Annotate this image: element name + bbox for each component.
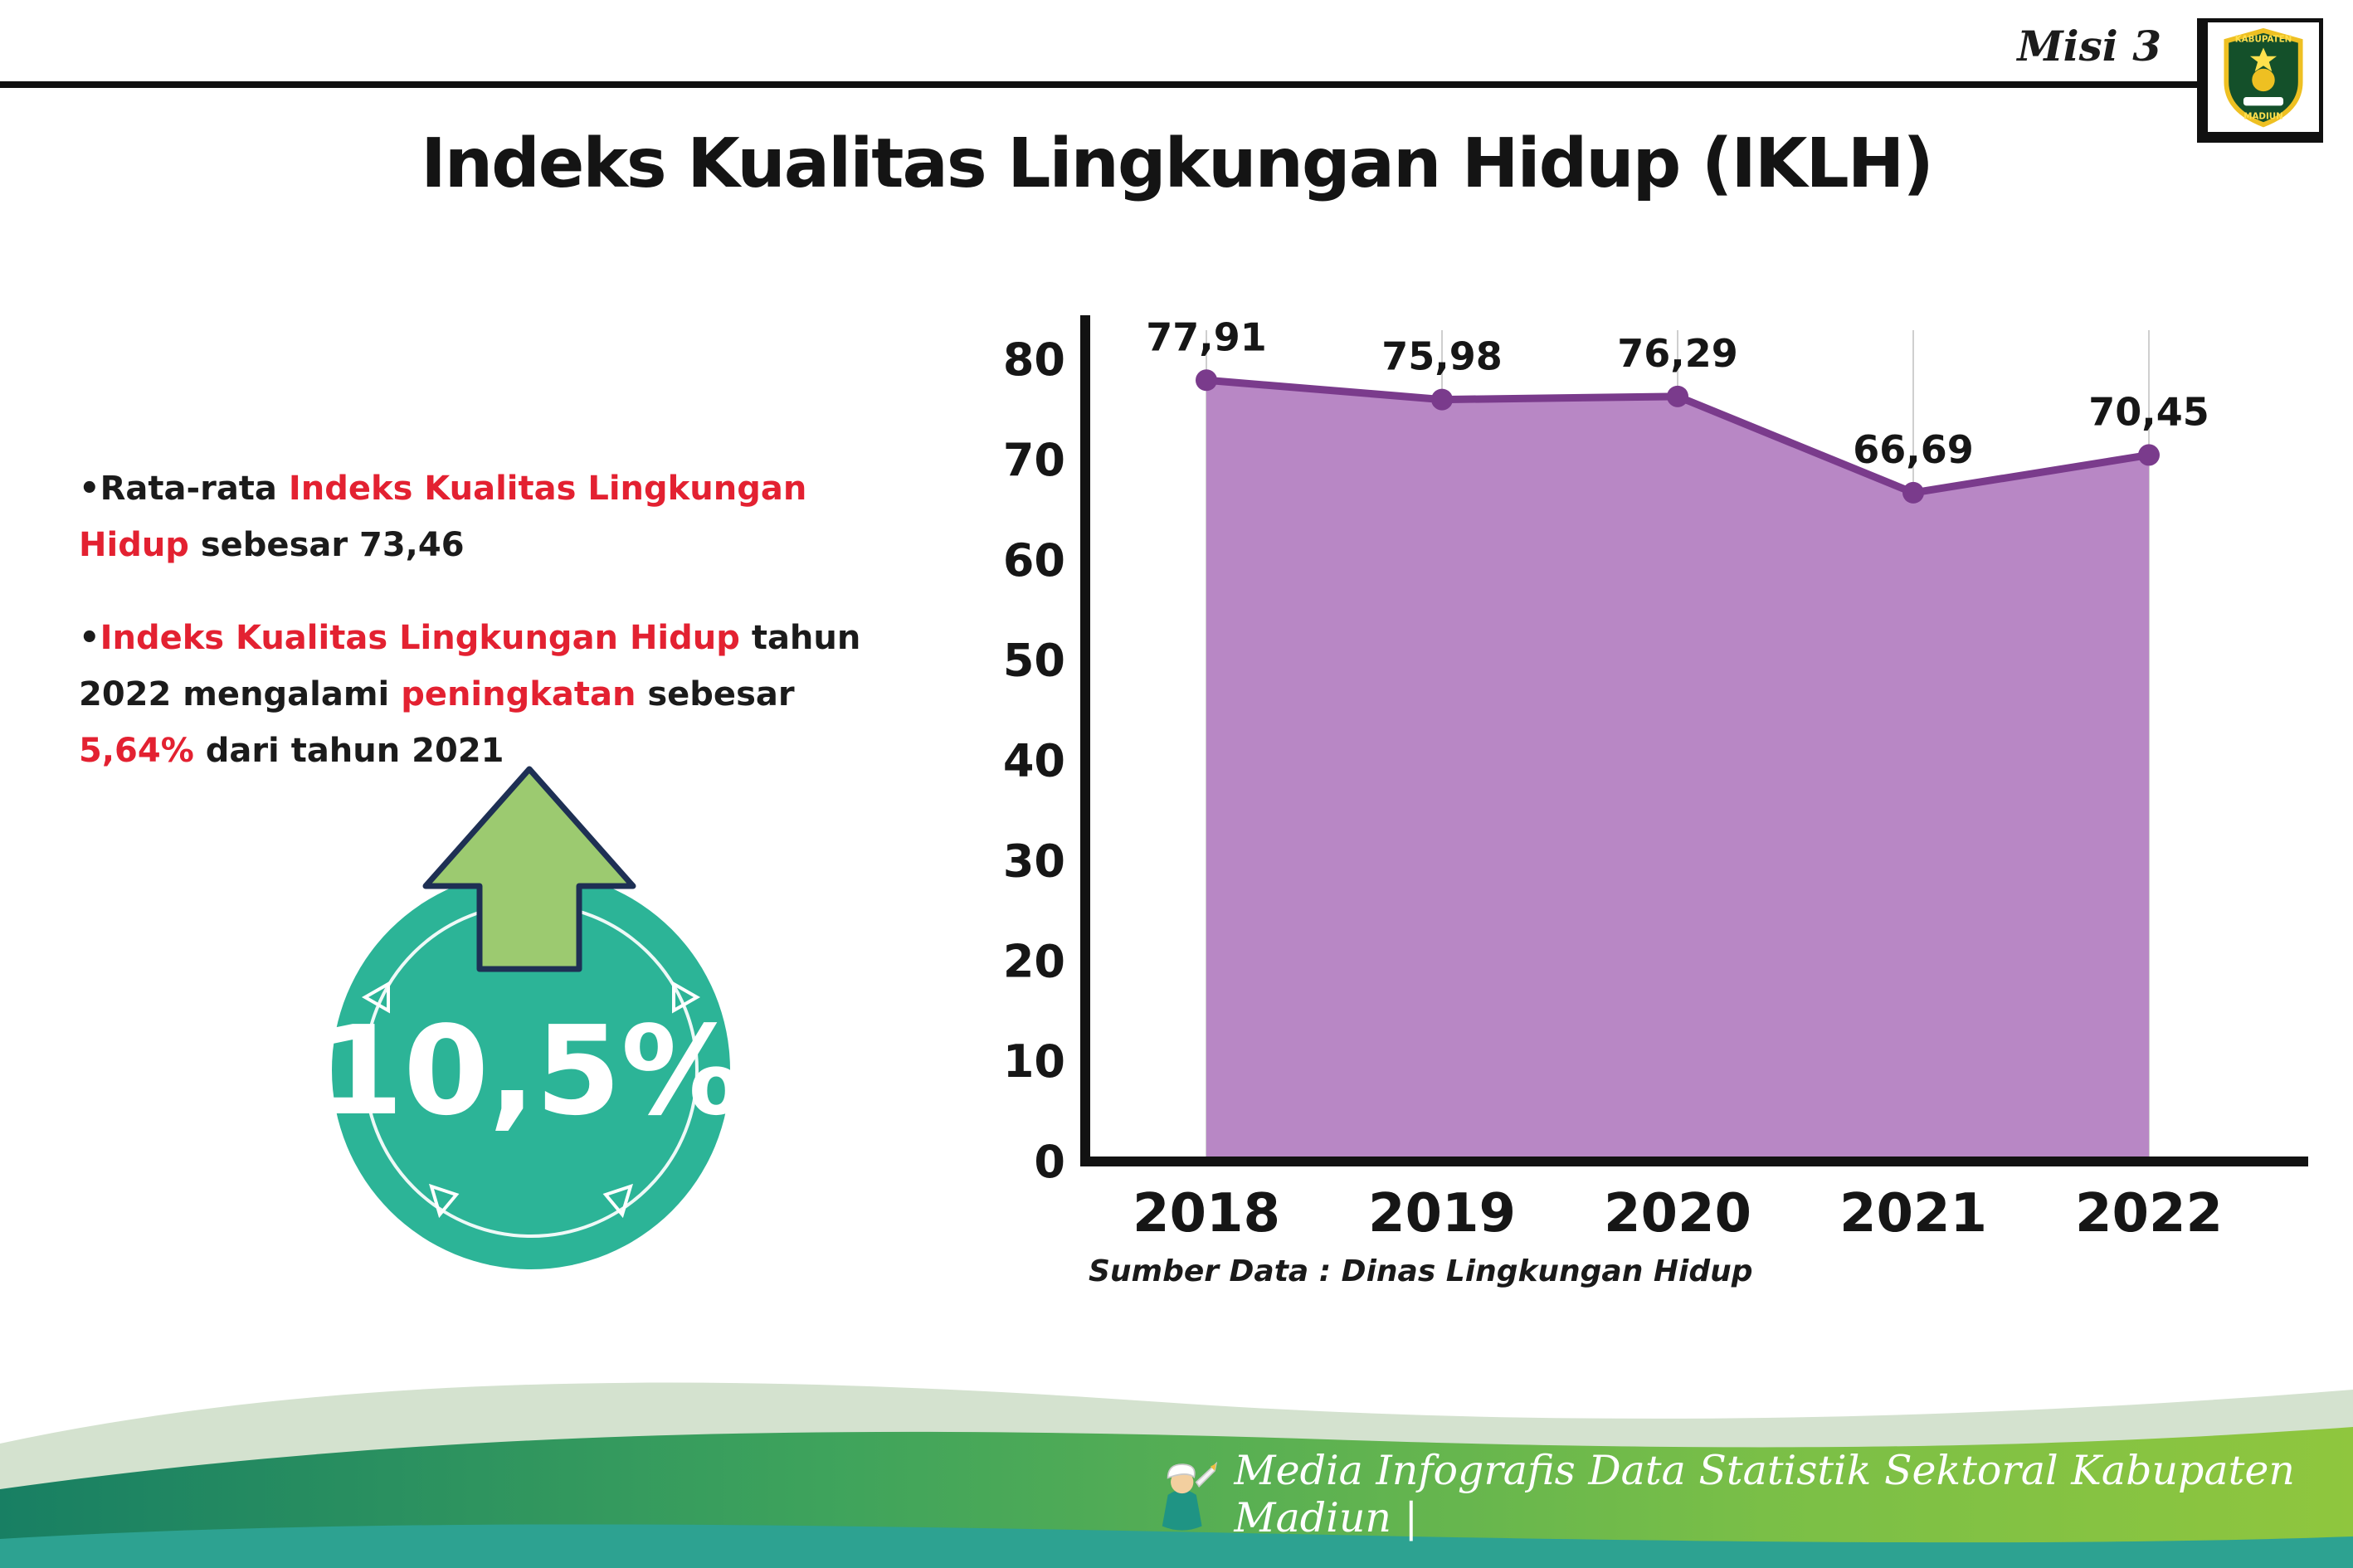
bullet-text-segment: sebesar bbox=[636, 675, 795, 713]
x-axis-label: 2020 bbox=[1604, 1183, 1751, 1244]
x-axis-label: 2021 bbox=[1839, 1183, 1987, 1244]
chart-source: Sumber Data : Dinas Lingkungan Hidup bbox=[1089, 1254, 1753, 1288]
page-title: Indeks Kualitas Lingkungan Hidup (IKLH) bbox=[421, 124, 1934, 203]
crest-banner bbox=[2243, 97, 2284, 106]
increase-badge: 10,5% bbox=[318, 766, 744, 1269]
footer-credit-text: Media Infografis Data Statistik Sektoral… bbox=[1234, 1447, 2295, 1541]
bullet-text-segment: sebesar 73,46 bbox=[188, 526, 465, 564]
data-point bbox=[1667, 385, 1688, 407]
bullet-text-segment: peningkatan bbox=[401, 675, 636, 713]
y-axis-label: 70 bbox=[1003, 434, 1065, 486]
area-chart-svg: 77,91 75,98 76,29 66,69 70,45 0 10 20 30 40 50 60 70… bbox=[1003, 314, 2308, 1244]
crest-star bbox=[2249, 47, 2277, 72]
point-label: 70,45 bbox=[2088, 389, 2209, 434]
mascot-body bbox=[1162, 1489, 1202, 1531]
y-axis-label: 20 bbox=[1003, 935, 1065, 987]
badge-circle bbox=[332, 871, 730, 1269]
data-point bbox=[1902, 481, 1924, 504]
mascot-icon bbox=[1162, 1461, 1218, 1531]
bullet-marker: • bbox=[79, 619, 100, 657]
y-axis-label: 50 bbox=[1003, 635, 1065, 687]
x-axis bbox=[1080, 1157, 2308, 1166]
mascot-pencil bbox=[1195, 1461, 1218, 1488]
y-axis-label: 10 bbox=[1003, 1035, 1065, 1088]
y-axis-label: 0 bbox=[1034, 1136, 1065, 1188]
crest-icon: KABUPATEN MADIUN bbox=[2224, 27, 2303, 128]
triangle-decoration bbox=[602, 1183, 633, 1219]
triangle-decoration bbox=[672, 981, 701, 1014]
up-arrow-icon bbox=[422, 766, 636, 972]
mascot-pencil-tip bbox=[1210, 1463, 1216, 1471]
bullet-text-segment: dari tahun 2021 bbox=[193, 732, 504, 770]
bullet-text-segment: Indeks Kualitas Lingkungan Hidup bbox=[100, 619, 740, 657]
footer-credit: Media Infografis Data Statistik Sektoral… bbox=[1147, 1447, 2353, 1541]
x-axis-label: 2022 bbox=[2075, 1183, 2223, 1244]
data-point bbox=[1196, 369, 1217, 392]
bullet-average: •Rata-rata Indeks Kualitas Lingkungan Hi… bbox=[79, 460, 913, 573]
badge-value: 10,5% bbox=[318, 1000, 743, 1142]
data-point bbox=[1431, 388, 1453, 411]
point-label: 75,98 bbox=[1381, 334, 1503, 379]
iklh-area-chart: 77,91 75,98 76,29 66,69 70,45 0 10 20 30 40 50 60 70… bbox=[954, 307, 2348, 1303]
crest-text-top: KABUPATEN bbox=[2235, 35, 2292, 45]
crest-emblem bbox=[2252, 68, 2275, 92]
bullet-text-segment: Indeks Kualitas Lingkungan Hidup bbox=[79, 470, 807, 564]
y-axis-label: 30 bbox=[1003, 835, 1065, 887]
bullet-text-segment: Rata-rata bbox=[100, 470, 289, 508]
data-point bbox=[2138, 444, 2160, 466]
y-axis-label: 80 bbox=[1003, 334, 1065, 386]
point-label: 76,29 bbox=[1617, 331, 1738, 376]
y-axis bbox=[1080, 315, 1090, 1166]
header-rule bbox=[0, 81, 2200, 88]
area-fill bbox=[1206, 380, 2149, 1161]
mascot-head bbox=[1171, 1470, 1194, 1494]
y-axis-label: 60 bbox=[1003, 534, 1065, 587]
triangle-decoration bbox=[361, 981, 390, 1014]
x-axis-label: 2018 bbox=[1133, 1183, 1280, 1244]
point-label: 77,91 bbox=[1146, 314, 1267, 359]
crest-text-bottom: MADIUN bbox=[2243, 111, 2283, 121]
footer-wave-teal bbox=[0, 1524, 2353, 1568]
kabupaten-madiun-logo: KABUPATEN MADIUN bbox=[2197, 18, 2323, 143]
bullet-increase: •Indeks Kualitas Lingkungan Hidup tahun … bbox=[79, 610, 913, 779]
bullet-text-segment: tahun 2022 mengalami bbox=[79, 619, 861, 713]
mascot-hat bbox=[1167, 1463, 1196, 1479]
bullet-marker: • bbox=[79, 470, 100, 508]
highlight-bullets: •Rata-rata Indeks Kualitas Lingkungan Hi… bbox=[79, 460, 913, 816]
misi-label: Misi 3 bbox=[2017, 22, 2161, 71]
triangle-decoration bbox=[429, 1183, 460, 1219]
point-label: 66,69 bbox=[1853, 427, 1974, 472]
bullet-text-segment: 5,64% bbox=[79, 732, 194, 770]
y-axis-label: 40 bbox=[1003, 735, 1065, 787]
x-axis-label: 2019 bbox=[1368, 1183, 1516, 1244]
